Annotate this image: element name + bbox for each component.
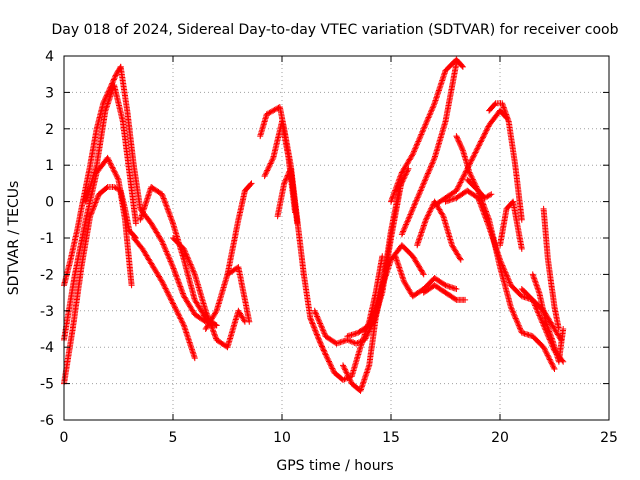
x-tick-label: 0 <box>60 430 69 446</box>
series-markers <box>392 253 460 300</box>
x-tick-labels: 0 5 10 15 20 25 <box>60 430 618 446</box>
series-markers <box>497 198 525 252</box>
y-tick-labels: -6 -5 -4 -3 -2 -1 0 1 2 3 4 <box>40 49 54 429</box>
series-arc-31 <box>518 286 567 365</box>
series-arc-20 <box>392 253 460 300</box>
y-tick-label: 4 <box>45 49 54 65</box>
series-arc-25 <box>486 100 525 223</box>
series-arc-5 <box>82 82 139 227</box>
x-tick-label: 25 <box>600 430 618 446</box>
y-tick-label: 3 <box>45 85 54 101</box>
series-arc-2 <box>117 63 220 329</box>
axis-ticks <box>63 55 610 421</box>
series-markers <box>540 205 562 332</box>
y-tick-label: -5 <box>40 377 54 393</box>
series-markers <box>486 100 525 223</box>
series-markers <box>117 63 220 329</box>
chart-title: Day 018 of 2024, Sidereal Day-to-day VTE… <box>52 22 619 38</box>
series-arc-10 <box>224 264 253 325</box>
series-arc-18 <box>388 56 466 205</box>
x-axis-label: GPS time / hours <box>276 458 393 474</box>
grid-lines <box>64 56 609 420</box>
series-arc-9 <box>202 180 255 332</box>
series-arc-27 <box>464 176 558 372</box>
series-markers <box>202 180 255 332</box>
series-arc-8 <box>170 235 248 351</box>
series-arc-19 <box>398 60 460 238</box>
series-markers <box>420 282 469 303</box>
series-markers <box>274 165 301 227</box>
series-arc-22 <box>420 282 469 303</box>
series-markers <box>82 82 139 227</box>
x-tick-label: 20 <box>491 430 509 446</box>
series-markers <box>431 107 510 209</box>
series-markers <box>388 56 466 205</box>
series-markers <box>170 235 248 351</box>
y-tick-label: -3 <box>40 304 54 320</box>
y-axis-label: SDTVAR / TECUs <box>6 181 22 296</box>
series-arc-23 <box>431 107 510 209</box>
x-tick-label: 10 <box>273 430 291 446</box>
y-tick-label: 0 <box>45 195 54 211</box>
series-markers <box>398 60 460 238</box>
x-tick-label: 5 <box>169 430 178 446</box>
series-arc-7 <box>130 235 198 362</box>
x-tick-label: 15 <box>382 430 400 446</box>
data-marks <box>61 56 567 394</box>
y-tick-label: 1 <box>45 158 54 174</box>
series-markers <box>518 286 567 365</box>
y-tick-label: -4 <box>40 340 54 356</box>
series-markers <box>137 184 220 329</box>
y-tick-label: -2 <box>40 267 54 283</box>
series-arc-13 <box>274 165 301 227</box>
y-tick-label: -6 <box>40 413 54 429</box>
series-markers <box>130 235 198 362</box>
series-markers <box>464 176 558 372</box>
series-arc-28 <box>497 198 525 252</box>
series-arc-6 <box>137 184 220 329</box>
y-tick-label: 2 <box>45 122 54 138</box>
y-tick-label: -1 <box>40 231 54 247</box>
series-markers <box>224 264 253 325</box>
series-arc-30 <box>540 205 562 332</box>
